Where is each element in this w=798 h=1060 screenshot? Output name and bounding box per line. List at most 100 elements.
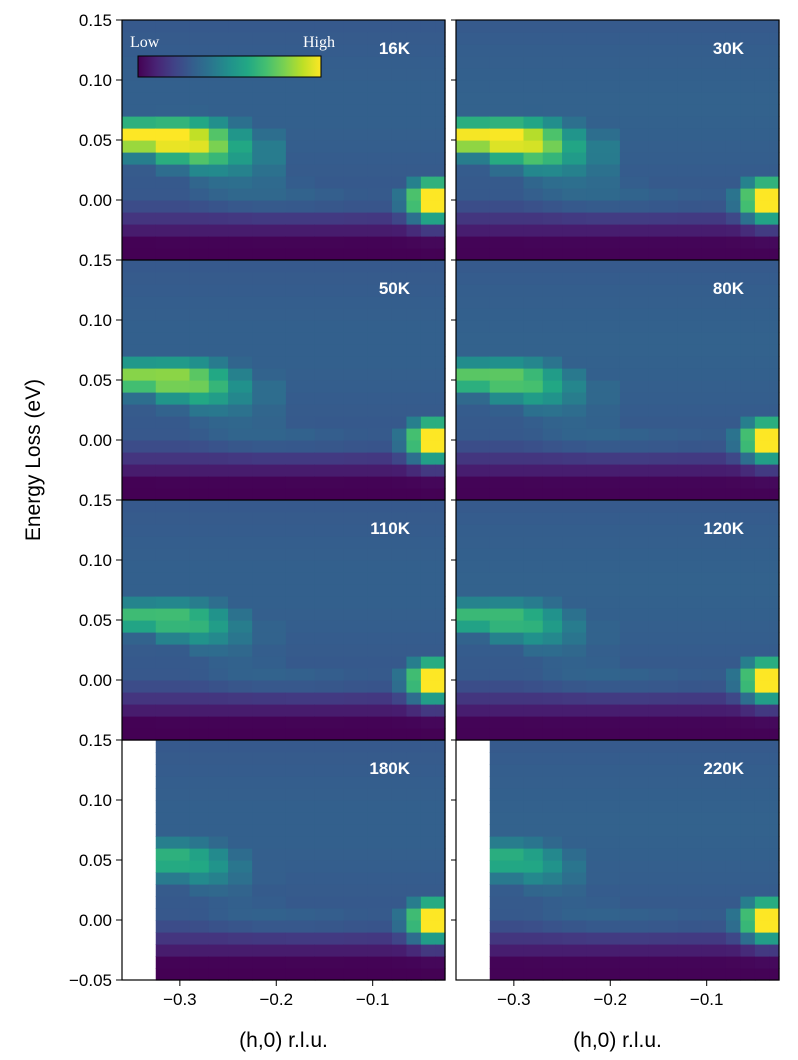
heatmap-cell	[155, 644, 191, 657]
heatmap-cell	[285, 956, 316, 969]
heatmap-cell	[562, 248, 587, 261]
heatmap-cell	[586, 524, 621, 537]
y-tick-label: −0.05	[69, 971, 112, 990]
heatmap-cell	[367, 812, 393, 825]
heatmap-cell	[208, 212, 229, 225]
heatmap-cell	[754, 68, 770, 81]
heatmap-cell	[701, 560, 727, 573]
heatmap-cell	[420, 848, 436, 861]
heatmap-cell	[586, 140, 621, 153]
heatmap-cell	[677, 908, 703, 921]
heatmap-cell	[406, 824, 422, 837]
heatmap-cell	[343, 80, 369, 93]
heatmap-cell	[314, 308, 345, 321]
heatmap-cell	[489, 584, 525, 597]
heatmap-cell	[367, 32, 393, 45]
heatmap-cell	[677, 728, 703, 741]
heatmap-cell	[523, 68, 544, 81]
heatmap-cell	[285, 548, 316, 561]
heatmap-cell	[677, 644, 703, 657]
heatmap-cell	[701, 920, 727, 933]
heatmap-cell	[677, 308, 703, 321]
heatmap-cell	[701, 884, 727, 897]
heatmap-cell	[523, 968, 544, 981]
heatmap-cell	[769, 656, 780, 669]
heatmap-cell	[343, 728, 369, 741]
heatmap-cell	[619, 872, 650, 885]
heatmap-cell	[189, 272, 210, 285]
heatmap-cell	[228, 740, 253, 753]
heatmap-cell	[391, 752, 408, 765]
heatmap-cell	[619, 128, 650, 141]
heatmap-cell	[189, 596, 210, 609]
heatmap-cell	[208, 44, 229, 57]
heatmap-cell	[228, 788, 253, 801]
heatmap-cell	[456, 608, 491, 621]
heatmap-cell	[367, 176, 393, 189]
heatmap-cell	[367, 320, 393, 333]
heatmap-cell	[252, 824, 287, 837]
heatmap-cell	[725, 824, 742, 837]
heatmap-cell	[648, 584, 679, 597]
heatmap-cell	[252, 764, 287, 777]
heatmap-cell	[189, 308, 210, 321]
heatmap-cell	[677, 272, 703, 285]
heatmap-cell	[228, 368, 253, 381]
x-tick-label: −0.1	[356, 990, 390, 1009]
heatmap-cell	[367, 380, 393, 393]
heatmap-cell	[754, 956, 770, 969]
heatmap-cell	[701, 404, 727, 417]
heatmap-cell	[754, 884, 770, 897]
heatmap-cell	[252, 116, 287, 129]
heatmap-cell	[406, 848, 422, 861]
heatmap-cell	[754, 944, 770, 957]
heatmap-cell	[189, 944, 210, 957]
heatmap-cell	[420, 716, 436, 729]
heatmap-cell	[367, 368, 393, 381]
heatmap-cell	[586, 560, 621, 573]
heatmap-cell	[343, 572, 369, 585]
heatmap-cell	[619, 236, 650, 249]
heatmap-cell	[285, 500, 316, 513]
heatmap-cell	[406, 464, 422, 477]
heatmap-cell	[189, 752, 210, 765]
heatmap-cell	[677, 620, 703, 633]
heatmap-cell	[701, 500, 727, 513]
heatmap-cell	[189, 140, 210, 153]
heatmap-cell	[228, 152, 253, 165]
heatmap-cell	[586, 452, 621, 465]
heatmap-cell	[677, 140, 703, 153]
y-tick-label: 0.10	[79, 311, 112, 330]
heatmap-cell	[586, 680, 621, 693]
heatmap-cell	[391, 236, 408, 249]
heatmap-cell	[208, 140, 229, 153]
heatmap-cell	[391, 224, 408, 237]
heatmap-cell	[189, 932, 210, 945]
heatmap-cell	[562, 620, 587, 633]
heatmap-cell	[701, 896, 727, 909]
heatmap-cell	[542, 572, 563, 585]
heatmap-cell	[489, 500, 525, 513]
heatmap-cell	[208, 248, 229, 261]
heatmap-cell	[456, 152, 491, 165]
heatmap-cell	[343, 92, 369, 105]
heatmap-cell	[252, 176, 287, 189]
heatmap-cell	[586, 440, 621, 453]
heatmap-cell	[208, 824, 229, 837]
heatmap-cell	[523, 884, 544, 897]
heatmap-cell	[252, 164, 287, 177]
heatmap-cell	[367, 392, 393, 405]
heatmap-cell	[619, 260, 650, 273]
heatmap-cell	[391, 248, 408, 261]
heatmap-cell	[420, 212, 436, 225]
heatmap-cell	[391, 824, 408, 837]
heatmap-cell	[252, 452, 287, 465]
colorbar-low-label: Low	[130, 34, 160, 51]
heatmap-cell	[769, 236, 780, 249]
heatmap-cell	[619, 944, 650, 957]
heatmap-cell	[562, 656, 587, 669]
heatmap-cell	[406, 860, 422, 873]
heatmap-cell	[619, 572, 650, 585]
heatmap-cell	[677, 692, 703, 705]
heatmap-cell	[769, 44, 780, 57]
